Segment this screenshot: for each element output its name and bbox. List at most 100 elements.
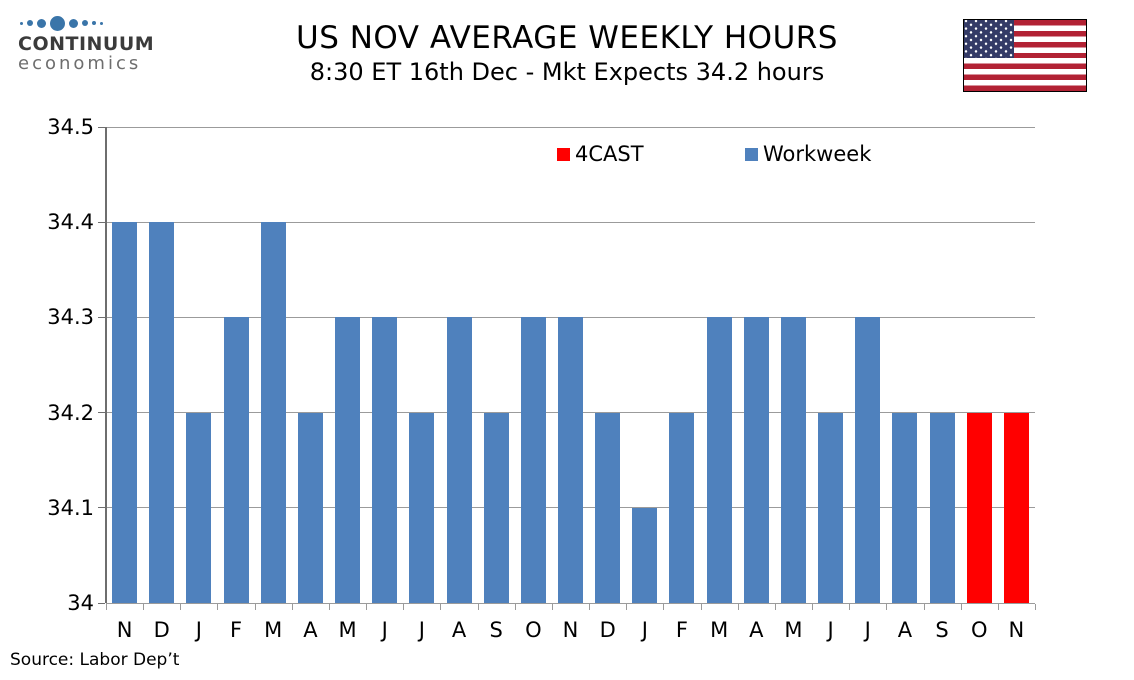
- bar-workweek-10: [446, 317, 472, 603]
- x-axis-tick: [849, 604, 851, 610]
- y-axis-tick: [98, 221, 105, 223]
- x-axis-label: J: [641, 618, 648, 642]
- x-axis-label: J: [827, 618, 834, 642]
- x-axis-label: M: [710, 618, 729, 642]
- x-axis-label: M: [338, 618, 357, 642]
- legend-swatch-workweek: [745, 148, 758, 161]
- x-axis-tick: [997, 604, 999, 610]
- x-axis-tick: [106, 604, 107, 610]
- continuum-dots-icon: [20, 14, 168, 32]
- x-axis-label: S: [489, 618, 503, 642]
- source-note: Source: Labor Dep’t: [10, 650, 180, 670]
- continuum-logo: CONTINUUM economics: [18, 14, 168, 74]
- y-axis-label: 34.5: [47, 115, 94, 139]
- x-axis-tick: [812, 604, 814, 610]
- bar-workweek-9: [409, 412, 435, 603]
- bar-workweek-23: [929, 412, 955, 603]
- y-axis-label: 34.1: [47, 495, 94, 520]
- gridline: [106, 221, 1035, 223]
- bar-workweek-4: [223, 317, 249, 603]
- legend-label-workweek: Workweek: [763, 142, 872, 166]
- logo-brand-text: CONTINUUM: [18, 33, 155, 55]
- x-axis-label: F: [230, 618, 243, 642]
- x-axis-label: D: [153, 618, 170, 642]
- x-axis-label: J: [418, 618, 425, 642]
- bar-workweek-21: [855, 317, 881, 603]
- x-axis-tick: [291, 604, 293, 610]
- x-axis-label: N: [562, 618, 579, 642]
- x-axis-label: J: [195, 618, 202, 642]
- chart-title: US NOV AVERAGE WEEKLY HOURS: [296, 20, 838, 56]
- y-axis-tick: [98, 412, 105, 414]
- x-axis-tick: [626, 604, 628, 610]
- x-axis-tick: [551, 604, 553, 610]
- x-axis-label: M: [784, 618, 803, 642]
- x-axis-tick: [403, 604, 405, 610]
- x-axis: [106, 603, 1035, 604]
- legend-label-4cast: 4CAST: [575, 142, 644, 166]
- bar-workweek-17: [706, 317, 732, 603]
- x-axis-label: N: [1008, 618, 1025, 642]
- bar-workweek-6: [297, 412, 323, 603]
- x-axis-label: D: [599, 618, 616, 642]
- x-axis-tick: [514, 604, 516, 610]
- bar-workweek-19: [780, 317, 806, 603]
- x-axis-label: A: [451, 618, 467, 642]
- bar-workweek-11: [483, 412, 509, 603]
- legend-swatch-4cast: [557, 148, 570, 161]
- us-flag-canton: [964, 20, 1014, 58]
- x-axis-tick: [217, 604, 219, 610]
- us-flag-icon: [963, 19, 1087, 92]
- x-axis-label: S: [935, 618, 949, 642]
- y-axis-label: 34.2: [47, 400, 94, 425]
- x-axis-label: O: [970, 618, 988, 642]
- y-axis-label: 34.4: [47, 210, 94, 235]
- x-axis-tick: [700, 604, 702, 610]
- x-axis-tick: [923, 604, 925, 610]
- logo-sub-text: economics: [18, 53, 142, 74]
- y-axis-label: 34.3: [47, 305, 94, 330]
- x-axis-label: M: [264, 618, 283, 642]
- x-axis-tick: [774, 604, 776, 610]
- x-axis-label: O: [525, 618, 542, 642]
- bar-workweek-8: [372, 317, 398, 603]
- bar-workweek-14: [595, 412, 621, 603]
- bar-workweek-1: [112, 222, 138, 603]
- bar-workweek-3: [186, 412, 212, 603]
- bar-workweek-12: [520, 317, 546, 603]
- bar-workweek-13: [558, 317, 583, 603]
- x-axis-tick: [589, 604, 591, 610]
- x-axis-label: J: [864, 618, 871, 642]
- bar-workweek-5: [260, 222, 286, 603]
- chart-header: US NOV AVERAGE WEEKLY HOURS 8:30 ET 16th…: [160, 20, 974, 87]
- bar-workweek-18: [743, 317, 769, 603]
- gridline: [106, 126, 1035, 128]
- y-axis-label: 34: [67, 591, 94, 615]
- x-axis-label: A: [303, 618, 318, 642]
- x-axis-tick: [886, 604, 888, 610]
- x-axis-tick: [737, 604, 739, 610]
- x-axis-tick: [143, 604, 145, 610]
- bar-workweek-22: [892, 412, 918, 603]
- bar-workweek-7: [335, 317, 361, 603]
- x-axis-label: A: [897, 618, 913, 642]
- y-axis-tick: [98, 126, 105, 128]
- x-axis-tick: [477, 604, 479, 610]
- x-axis-label: F: [675, 618, 689, 642]
- bar-4cast-24: [966, 412, 992, 603]
- chart-subtitle: 8:30 ET 16th Dec - Mkt Expects 34.2 hour…: [309, 58, 825, 86]
- bar-workweek-15: [632, 507, 658, 603]
- x-axis-tick: [366, 604, 368, 610]
- bar-workweek-20: [818, 412, 844, 603]
- x-axis-tick: [328, 604, 330, 610]
- y-axis-tick: [98, 507, 105, 509]
- x-axis-tick: [960, 604, 962, 610]
- bar-workweek-2: [149, 222, 175, 603]
- y-axis: [105, 127, 107, 603]
- bar-4cast-25: [1003, 412, 1029, 603]
- x-axis-label: A: [749, 618, 764, 642]
- x-axis-tick: [663, 604, 665, 610]
- x-axis-tick: [180, 604, 182, 610]
